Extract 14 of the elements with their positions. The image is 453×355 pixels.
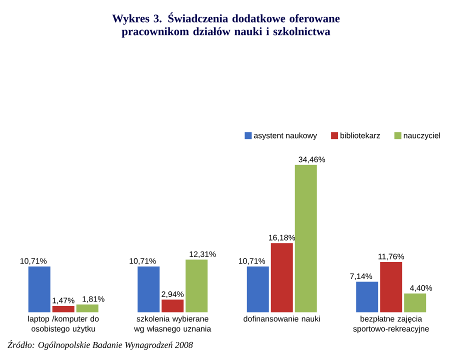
bar	[270, 243, 293, 312]
bar	[186, 260, 208, 312]
bar	[246, 266, 269, 312]
bar	[138, 266, 160, 312]
bar	[162, 300, 184, 312]
bar	[52, 306, 74, 312]
bar	[28, 266, 50, 312]
bar	[76, 304, 98, 312]
chart-title: Wykres 3. Świadczenia dodatkowe oferowane pracownikom działów nauki i szkolnictwa	[112, 12, 340, 38]
bar	[404, 293, 426, 312]
bar	[380, 262, 402, 312]
bar	[356, 282, 378, 312]
text: Źródło: Ogólnopolskie Badanie Wynagrodzeń 2008	[8, 340, 193, 350]
bar	[294, 164, 317, 312]
